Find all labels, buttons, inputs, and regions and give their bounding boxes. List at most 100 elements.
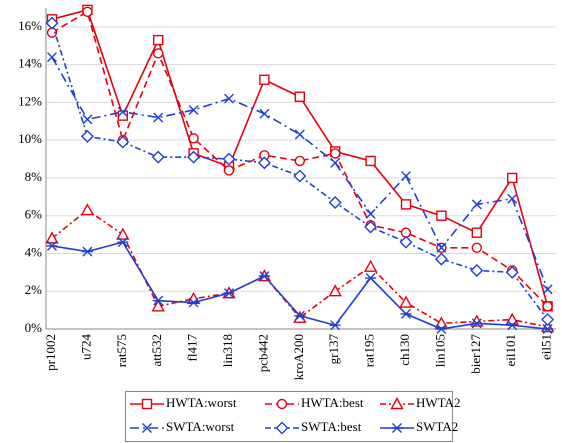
marker [275,421,289,435]
marker [117,106,128,117]
marker [257,156,271,170]
marker [223,165,235,176]
marker [151,299,165,312]
marker [294,155,305,167]
marker [542,284,553,295]
x-tick-label: eil51 [539,334,554,360]
y-tick-label: 14% [18,56,42,71]
marker [541,313,555,327]
x-tick-label: fl417 [185,334,200,362]
marker [506,320,518,331]
marker [153,112,164,123]
y-tick-label: 10% [18,131,42,146]
legend: HWTA:worst HWTA:best HWTA2 SWTA:worst SWTA:b… [125,391,460,442]
marker [46,240,58,251]
marker [223,288,235,299]
marker [45,16,59,30]
marker [400,308,412,319]
marker [188,297,200,308]
marker [222,152,236,166]
x-tick-label: eil101 [503,334,518,367]
marker [363,259,378,272]
marker [187,150,201,164]
marker [80,203,95,216]
marker [399,295,413,308]
marker [542,301,553,312]
series-line [51,10,549,307]
marker [258,271,270,282]
marker [141,398,153,410]
marker [116,227,130,240]
marker [81,246,93,257]
marker [293,169,307,183]
marker [328,195,342,209]
marker [152,48,164,59]
x-tick-label: u724 [78,334,93,361]
marker [434,252,448,266]
legend-label: SWTA:best [301,419,362,434]
marker [47,52,57,63]
series-line [51,56,549,290]
x-tick-label: lin318 [220,334,235,367]
marker [434,316,449,329]
marker [330,157,341,168]
x-tick-label: pcb442 [255,334,270,372]
marker [188,104,199,115]
marker [259,108,270,119]
y-tick-label: 16% [18,18,42,33]
marker [82,114,93,125]
marker [45,231,59,244]
x-tick-label: kroA200 [291,334,306,380]
y-tick-label: 2% [25,282,43,297]
marker [329,320,341,331]
marker [365,273,377,284]
marker [152,34,164,46]
marker [224,93,234,104]
x-tick-label: pr1002 [43,334,58,371]
x-tick-label: lin105 [432,334,447,367]
legend-label: HWTA:worst [166,395,237,410]
marker [294,91,305,102]
marker [152,295,164,306]
marker [471,199,482,210]
marker [188,133,199,144]
marker [505,265,519,279]
y-tick-label: 4% [25,244,43,259]
marker [471,318,483,329]
marker [259,74,270,85]
legend-label: HWTA2 [416,395,460,410]
legend-label: SWTA2 [416,419,458,434]
marker [542,324,554,334]
x-tick-label: gr137 [326,334,341,365]
marker [142,423,152,433]
marker [507,172,518,184]
legend-label: SWTA:worst [166,419,235,434]
marker [400,199,412,210]
marker [390,397,404,410]
y-tick-label: 0% [25,320,43,335]
x-tick-label: rat575 [114,334,129,367]
marker [399,235,413,249]
marker [151,150,165,164]
marker [364,220,378,234]
x-tick-label: att532 [149,334,164,367]
marker [82,6,93,17]
marker [80,129,94,143]
marker [471,227,482,238]
marker [435,324,447,334]
y-tick-label: 6% [25,207,43,222]
marker [328,284,342,297]
marker [436,210,447,221]
legend-label: HWTA:best [301,395,364,410]
marker [117,237,129,248]
x-tick-label: rat195 [362,334,377,367]
y-tick-label: 8% [25,169,43,184]
marker [294,310,306,321]
marker [401,171,411,182]
marker [505,312,519,325]
marker [471,242,482,254]
marker [365,155,376,167]
series-line [51,209,548,328]
marker [391,423,403,433]
